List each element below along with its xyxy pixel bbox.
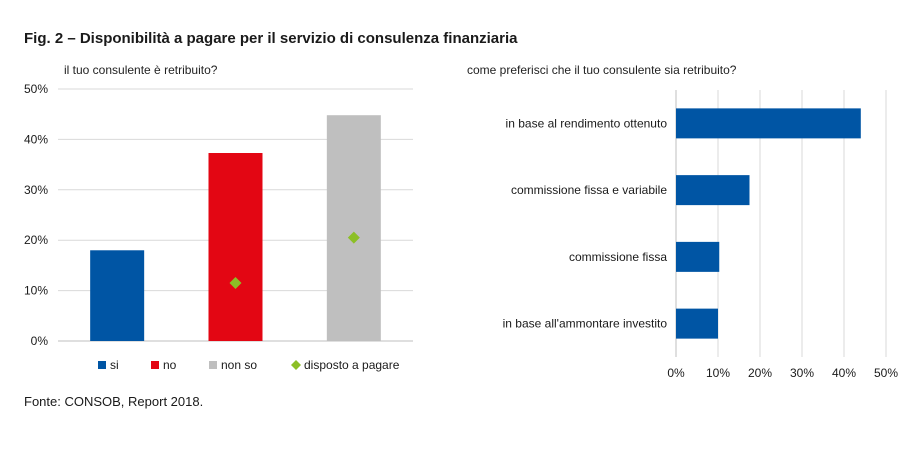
left-chart-title: il tuo consulente è retribuito?: [64, 63, 218, 77]
y-tick-label: 20%: [24, 233, 48, 247]
hbar: [676, 175, 750, 206]
figure-title: Fig. 2 – Disponibilità a pagare per il s…: [24, 30, 518, 47]
y-tick-label: 0%: [31, 334, 49, 348]
y-tick-label: 10%: [24, 284, 48, 298]
marker-disposto-a-pagare: [347, 231, 360, 244]
hbar: [676, 108, 861, 139]
category-label: in base al rendimento ottenuto: [506, 116, 668, 130]
x-tick-label: 10%: [706, 366, 730, 380]
legend-swatch: [209, 361, 217, 369]
category-label: in base all'ammontare investito: [503, 317, 668, 331]
legend-label: non so: [221, 358, 257, 372]
legend-label: no: [163, 358, 177, 372]
bar-non-so: [326, 115, 381, 341]
x-tick-label: 40%: [832, 366, 856, 380]
legend-label: si: [110, 358, 119, 372]
right-chart-title: come preferisci che il tuo consulente si…: [467, 63, 737, 77]
x-tick-label: 0%: [667, 366, 685, 380]
bar-si: [90, 250, 145, 341]
legend-swatch: [291, 360, 301, 370]
marker-disposto-a-pagare: [229, 277, 242, 290]
legend-label: disposto a pagare: [304, 358, 400, 372]
y-tick-label: 40%: [24, 132, 48, 146]
y-tick-label: 50%: [24, 82, 48, 96]
legend-swatch: [151, 361, 159, 369]
x-tick-label: 50%: [874, 366, 898, 380]
hbar: [676, 308, 718, 339]
hbar: [676, 241, 720, 272]
category-label: commissione fissa e variabile: [511, 183, 667, 197]
x-tick-label: 30%: [790, 366, 814, 380]
category-label: commissione fissa: [569, 250, 667, 264]
x-tick-label: 20%: [748, 366, 772, 380]
y-tick-label: 30%: [24, 183, 48, 197]
bar-no: [208, 153, 263, 341]
source-note: Fonte: CONSOB, Report 2018.: [24, 394, 204, 409]
legend-swatch: [98, 361, 106, 369]
